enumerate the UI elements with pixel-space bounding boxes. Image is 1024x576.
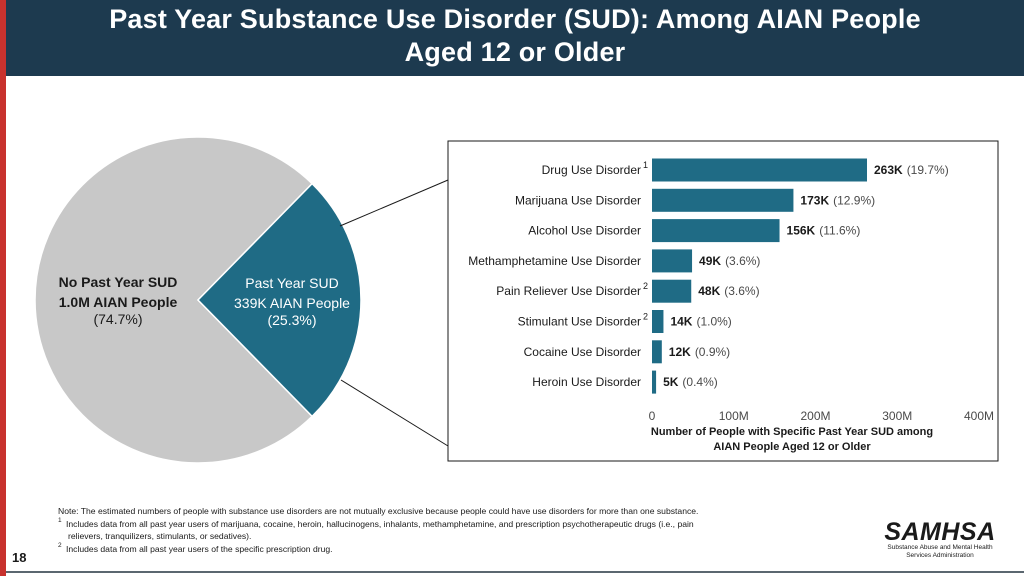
- page-title-line1: Past Year Substance Use Disorder (SUD): …: [109, 4, 921, 34]
- title-banner: Past Year Substance Use Disorder (SUD): …: [6, 0, 1024, 76]
- page-number: 18: [12, 550, 27, 565]
- pie-label-no-sud-pct: (74.7%): [93, 311, 142, 327]
- bar-category-label: Alcohol Use Disorder: [528, 224, 641, 238]
- bar-value-label: 263K (19.7%): [874, 163, 949, 177]
- footnote-1-text-cont: relievers, tranquilizers, stimulants, or…: [68, 531, 252, 541]
- note-main: Note: The estimated numbers of people wi…: [58, 506, 699, 516]
- bar: [652, 340, 662, 364]
- footnote-1: 1 Includes data from all past year users…: [58, 516, 858, 543]
- bar-value-label: 48K (3.6%): [698, 284, 759, 298]
- connector-top: [339, 179, 449, 227]
- bar-value-label: 173K (12.9%): [800, 193, 875, 207]
- bar-value-label: 156K (11.6%): [787, 224, 861, 238]
- bar-chart: Drug Use Disorder 1 263K (19.7%) Marijuana U…: [468, 158, 949, 394]
- pie-slice-sud: [196, 182, 362, 418]
- bar: [652, 370, 657, 394]
- bar-value-label: 5K (0.4%): [663, 375, 718, 389]
- pie-label-sud-pct: (25.3%): [267, 312, 316, 328]
- page-title-line2: Aged 12 or Older: [404, 37, 626, 67]
- bar-category-label: Heroin Use Disorder: [532, 375, 641, 389]
- bar-category-label: Cocaine Use Disorder: [524, 345, 641, 359]
- bar: [652, 249, 693, 273]
- notes-section: Note: The estimated numbers of people wi…: [58, 505, 858, 555]
- bar: [652, 310, 664, 333]
- footnote-2-marker: 2: [58, 541, 62, 549]
- bar-value-label: 49K (3.6%): [699, 254, 760, 268]
- x-axis-label-line1: Number of People with Specific Past Year…: [651, 426, 933, 438]
- pie-slice-no-sud: [34, 136, 314, 464]
- bar-category-label: Stimulant Use Disorder: [518, 315, 641, 329]
- bar-value-label: 12K (0.9%): [669, 345, 730, 359]
- bar-category-label: Marijuana Use Disorder: [515, 193, 641, 207]
- bar: [652, 188, 794, 212]
- bar-category-label: Pain Reliever Use Disorder: [496, 284, 641, 298]
- logo-subtitle-line1: Substance Abuse and Mental Health: [887, 544, 993, 551]
- pie-label-no-sud-line2: 1.0M AIAN People: [59, 294, 178, 310]
- bar-category-footnote: 1: [643, 160, 648, 170]
- x-tick-label: 400M: [964, 409, 994, 423]
- bar-category-label: Drug Use Disorder: [542, 163, 641, 177]
- footnote-1-text: Includes data from all past year users o…: [66, 518, 694, 529]
- bar-value-label: 14K (1.0%): [670, 315, 731, 329]
- connector-bottom: [340, 379, 449, 447]
- pie-to-bar-connectors: [339, 179, 449, 447]
- x-axis: 0 100M 200M 300M 400M: [649, 409, 994, 423]
- logo-wordmark: SAMHSA: [884, 518, 996, 546]
- footnote-2-text: Includes data from all past year users o…: [66, 543, 333, 554]
- bar-category-footnote: 2: [643, 312, 648, 322]
- footnote-1-marker: 1: [58, 516, 62, 524]
- left-accent-bar: [0, 0, 6, 576]
- bar-category-label: Methamphetamine Use Disorder: [468, 254, 641, 268]
- pie-label-no-sud-line1: No Past Year SUD: [59, 274, 178, 290]
- bar: [652, 219, 780, 243]
- x-tick-label: 0: [649, 409, 656, 423]
- x-tick-label: 200M: [800, 409, 830, 423]
- pie-label-sud-line1: Past Year SUD: [245, 275, 338, 291]
- bar: [652, 279, 692, 303]
- bar-category-footnote: 2: [643, 281, 648, 291]
- x-axis-label-line2: AIAN People Aged 12 or Older: [713, 441, 871, 453]
- bottom-rule: [6, 571, 1024, 573]
- pie-chart: No Past Year SUD 1.0M AIAN People(74.7%) P…: [34, 136, 362, 464]
- bar: [652, 158, 868, 182]
- samhsa-logo: SAMHSA Substance Abuse and Mental Health…: [880, 520, 1000, 560]
- x-tick-label: 300M: [882, 409, 912, 423]
- logo-subtitle-line2: Services Administration: [906, 552, 974, 559]
- pie-label-sud-line2: 339K AIAN People: [234, 295, 350, 311]
- footnote-2: 2 Includes data from all past year users…: [58, 541, 858, 556]
- x-tick-label: 100M: [719, 409, 749, 423]
